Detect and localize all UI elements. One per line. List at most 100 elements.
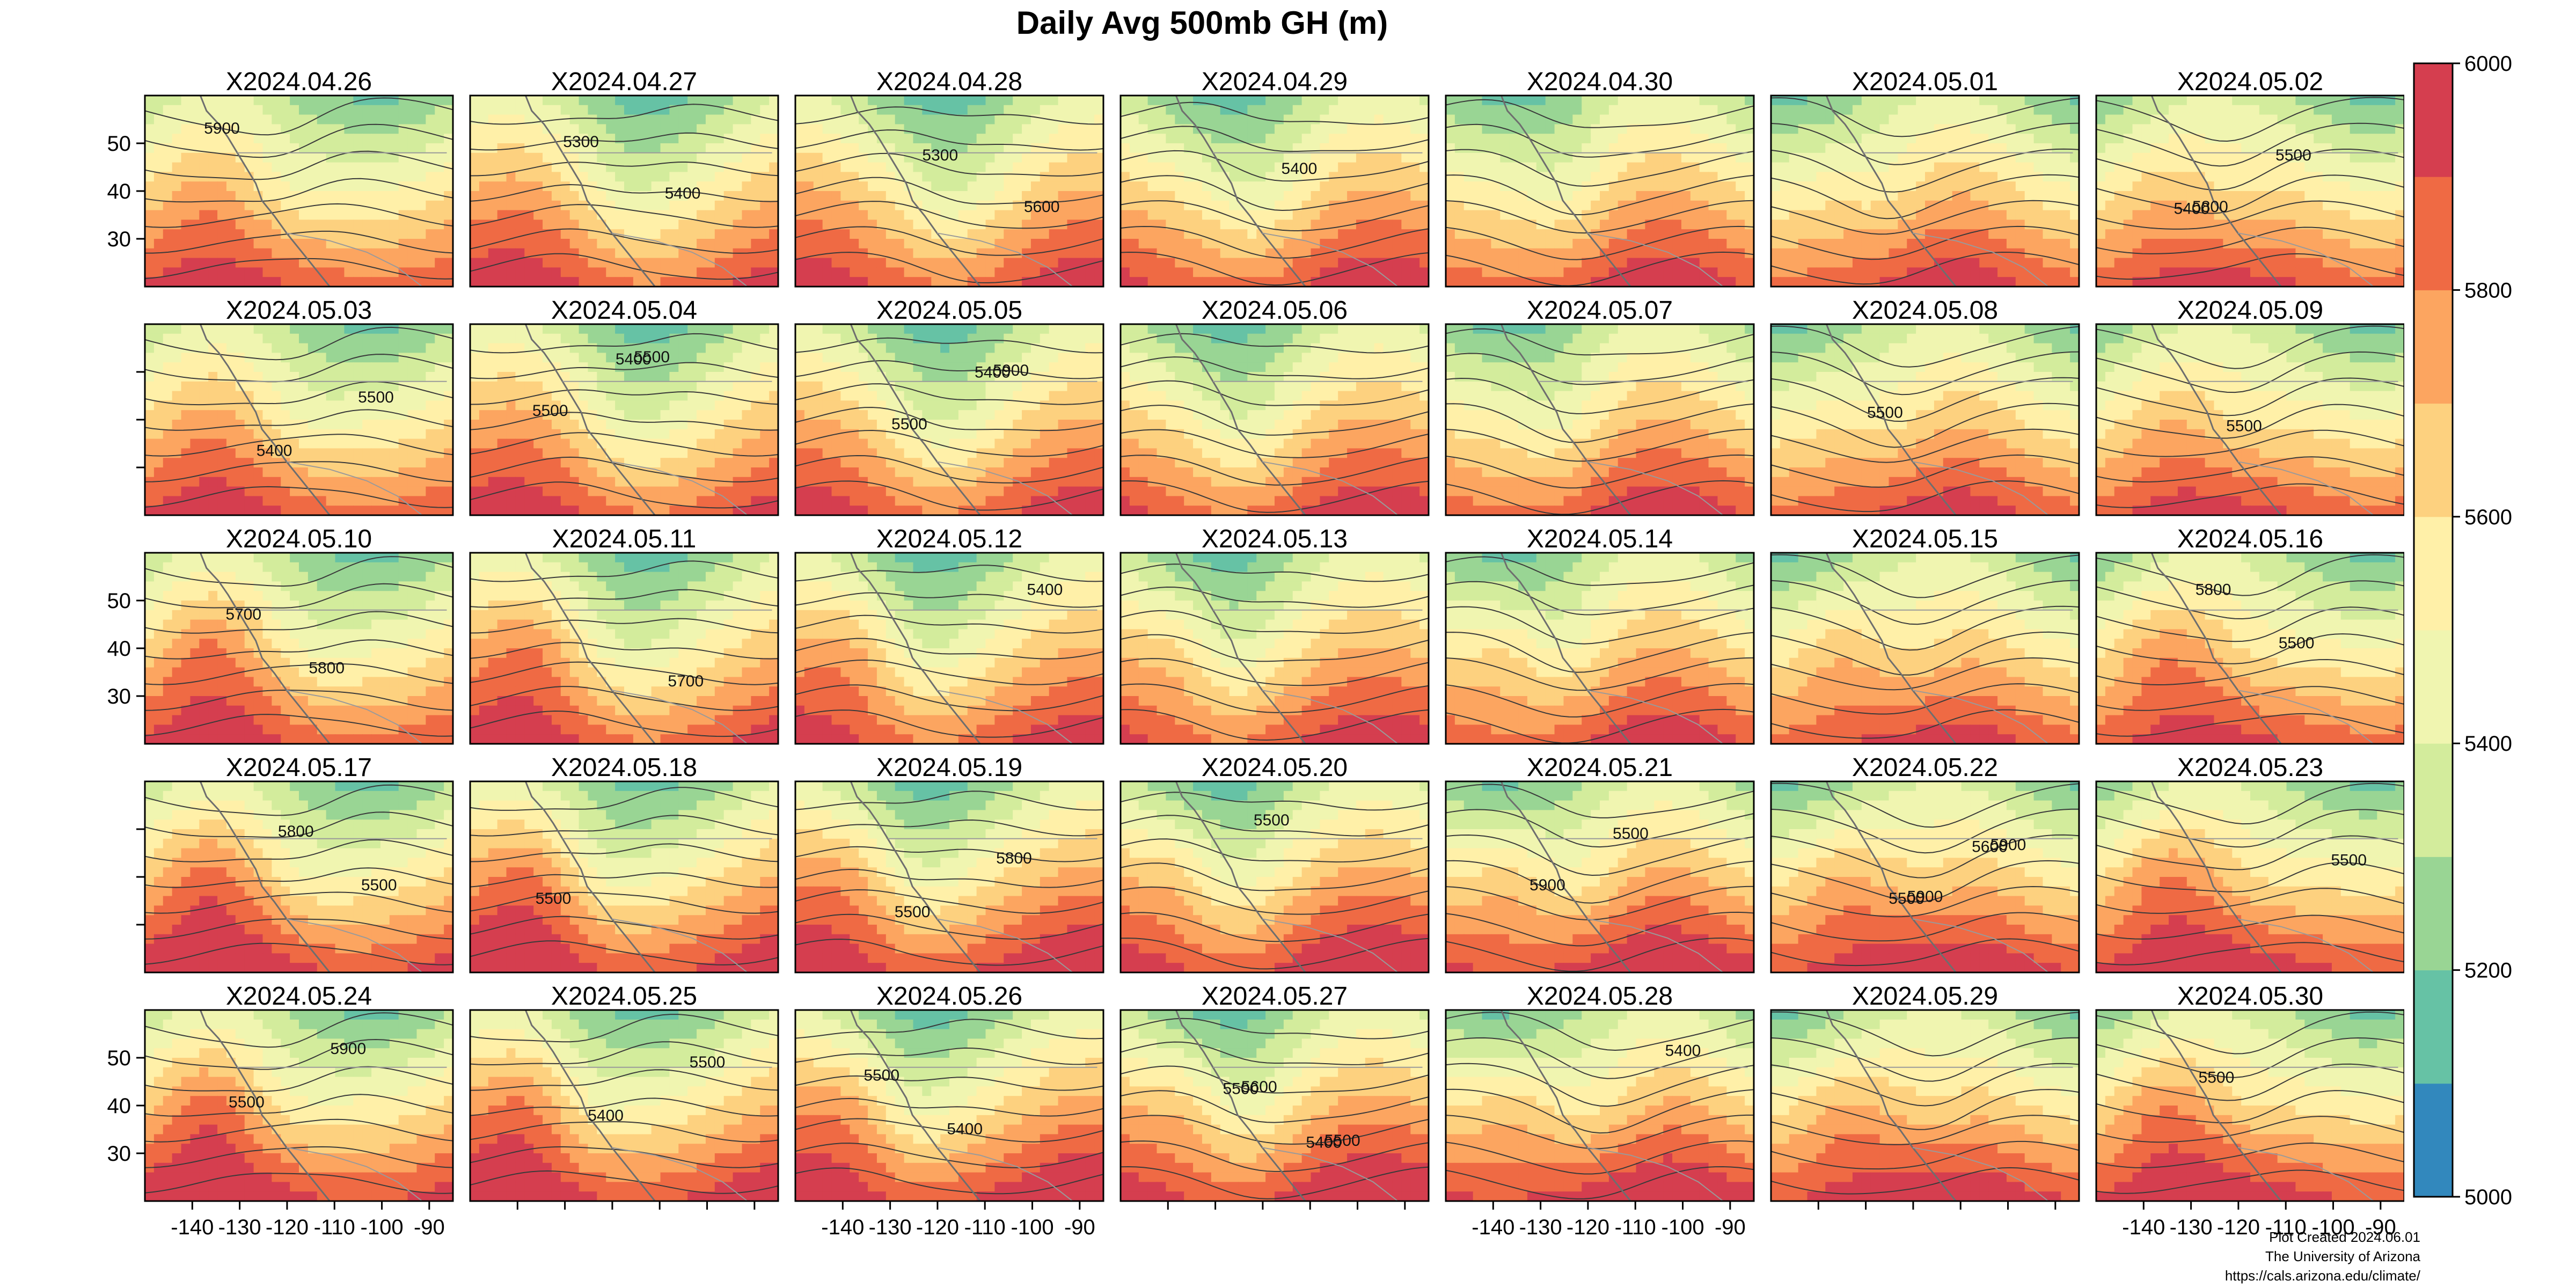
field-cell [1419, 134, 1429, 144]
field-cell [1004, 162, 1013, 172]
field-cell [1473, 239, 1483, 249]
field-cell [2323, 162, 2332, 172]
field-cell [479, 172, 489, 182]
field-cell [199, 105, 209, 115]
field-cell [804, 258, 814, 268]
field-cell [2314, 96, 2323, 106]
field-cell [1347, 162, 1357, 172]
field-cell [1745, 277, 1754, 287]
field-cell [1275, 239, 1284, 249]
field-cell [153, 239, 164, 249]
field-cell [949, 267, 959, 277]
field-cell [1563, 105, 1573, 115]
field-cell [697, 105, 706, 115]
field-cell [1934, 105, 1944, 115]
lat-tick-label: 50 [107, 132, 131, 156]
field-cell [1238, 143, 1248, 153]
field-cell [153, 353, 164, 363]
field-cell [1627, 219, 1637, 230]
field-cell [543, 114, 552, 125]
country-border [286, 232, 423, 287]
field-cell [1834, 210, 1844, 220]
field-cell [2314, 162, 2323, 172]
field-cell [2114, 181, 2124, 192]
field-cell [181, 114, 191, 125]
field-cell [868, 96, 877, 106]
field-cell [533, 105, 543, 115]
field-cell [1374, 219, 1384, 230]
field-cell [426, 267, 435, 277]
field-cell [543, 267, 552, 277]
field-cell [976, 258, 986, 268]
field-cell [1058, 239, 1068, 249]
field-cell [290, 172, 299, 182]
field-cell [416, 343, 426, 353]
field-cell [1563, 143, 1573, 153]
field-cell [2015, 162, 2025, 172]
field-cell [615, 105, 625, 115]
field-cell [479, 277, 489, 287]
field-cell [515, 152, 525, 163]
field-cell [1320, 124, 1329, 134]
field-cell [1952, 200, 1962, 211]
field-cell [940, 277, 950, 287]
field-cell [1852, 219, 1862, 230]
field-cell [1138, 134, 1148, 144]
field-cell [1825, 210, 1835, 220]
field-cell [885, 162, 896, 172]
field-cell [1482, 96, 1492, 106]
field-cell [705, 200, 715, 211]
field-cell [2123, 114, 2133, 125]
field-cell [1365, 239, 1375, 249]
field-cell [967, 152, 977, 163]
field-cell [1022, 114, 1031, 125]
field-cell [1870, 258, 1880, 268]
field-cell [633, 105, 643, 115]
field-cell [2377, 248, 2387, 259]
field-cell [506, 172, 516, 182]
field-cell [253, 343, 264, 353]
field-cell [1329, 239, 1338, 249]
field-cell [1879, 96, 1890, 106]
field-cell [2223, 277, 2233, 287]
field-cell [2377, 219, 2387, 230]
field-cell [2105, 105, 2115, 115]
field-cell [488, 162, 498, 172]
field-cell [153, 172, 164, 182]
field-cell [326, 248, 336, 259]
field-cell [1771, 191, 1781, 201]
field-cell [1094, 152, 1103, 163]
field-cell [1771, 258, 1781, 268]
field-cell [795, 152, 805, 163]
field-cell [660, 229, 670, 239]
field-cell [660, 152, 670, 163]
field-cell [317, 143, 327, 153]
field-cell [822, 239, 832, 249]
field-cell [253, 267, 264, 277]
contour-line [1121, 150, 1429, 182]
field-cell [1509, 181, 1519, 192]
field-cell [2024, 277, 2035, 287]
field-cell [1454, 181, 1465, 192]
field-cell [1780, 229, 1790, 239]
field-cell [751, 191, 760, 201]
field-cell [1627, 105, 1637, 115]
field-cell [2006, 248, 2016, 259]
field-cell [904, 267, 914, 277]
field-cell [2314, 239, 2323, 249]
field-cell [769, 200, 778, 211]
field-cell [579, 152, 589, 163]
field-cell [1582, 172, 1591, 182]
panel-title: X2024.05.02 [2177, 68, 2323, 96]
field-cell [1193, 134, 1203, 144]
field-cell [308, 143, 318, 153]
field-cell [272, 200, 281, 211]
field-cell [2331, 172, 2341, 182]
field-cell [678, 277, 688, 287]
field-cell [1085, 210, 1095, 220]
field-cell [344, 324, 354, 334]
field-cell [624, 191, 634, 201]
field-cell [1049, 162, 1059, 172]
field-cell [1320, 114, 1329, 125]
